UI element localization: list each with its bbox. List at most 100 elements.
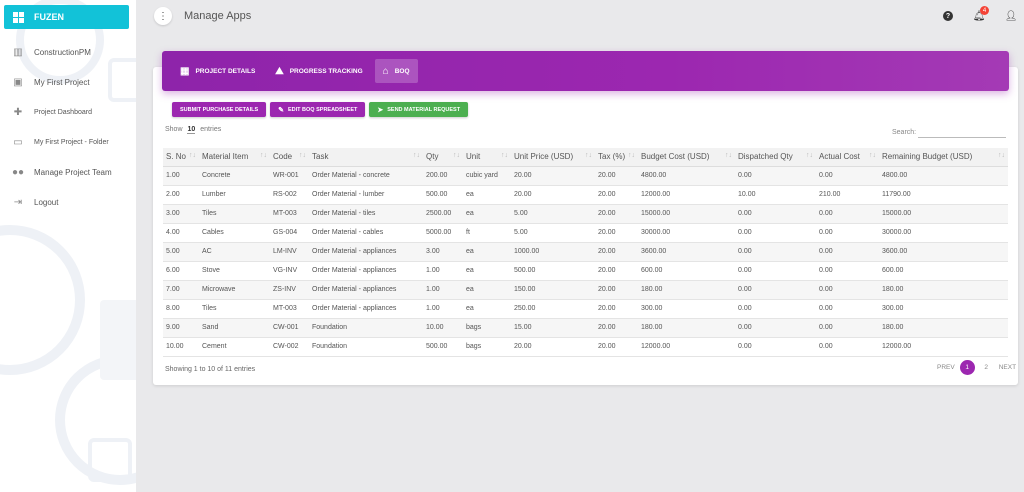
column-header[interactable]: Unit ↑↓: [463, 148, 511, 167]
sort-icon: ↑↓: [260, 152, 267, 159]
table-cell: 0.00: [735, 318, 816, 338]
table-row[interactable]: 10.00 Cement CW-002 Foundation 500.00 bags 20.…: [163, 337, 1008, 357]
table-row[interactable]: 1.00 Concrete WR-001 Order Material - concr…: [163, 166, 1008, 186]
table-cell: 5.00: [163, 242, 199, 262]
column-header-label: Task: [312, 152, 329, 162]
button-label: EDIT BOQ SPREADSHEET: [288, 106, 358, 113]
table-cell: Concrete: [199, 166, 270, 186]
column-header[interactable]: Tax (%) ↑↓: [595, 148, 638, 167]
send-material-request-button[interactable]: ➤ SEND MATERIAL REQUEST: [369, 102, 469, 117]
notifications-button[interactable]: 🔔︎: [972, 9, 986, 23]
table-cell: Sand: [199, 318, 270, 338]
table-row[interactable]: 7.00 Microwave ZS-INV Order Material - appl…: [163, 280, 1008, 300]
sort-icon: ↑↓: [806, 152, 813, 159]
table-row[interactable]: 8.00 Tiles MT-003 Order Material - applianc…: [163, 299, 1008, 319]
table-row[interactable]: 9.00 Sand CW-001 Foundation 10.00 bags 15.00 20…: [163, 318, 1008, 338]
table-row[interactable]: 6.00 Stove VG-INV Order Material - applianc…: [163, 261, 1008, 281]
column-header-label: Unit: [466, 152, 481, 162]
tab-boq[interactable]: ⌂ BOQ: [374, 59, 418, 83]
search-input[interactable]: [918, 126, 1007, 138]
table-cell: 0.00: [816, 318, 879, 338]
entries-select[interactable]: 10: [187, 126, 196, 134]
column-header[interactable]: Material Item ↑↓: [199, 148, 270, 167]
table-cell: LM-INV: [270, 242, 309, 262]
page-button-2[interactable]: 2: [984, 364, 989, 371]
table-cell: 0.00: [735, 166, 816, 186]
table-cell: 3600.00: [879, 242, 1008, 262]
table-header-row: S. No ↑↓ Material Item ↑↓ Code ↑↓ Task ↑↓ Qty ↑↓ U…: [163, 148, 1008, 167]
more-menu-button[interactable]: ⋮: [154, 7, 172, 25]
sidebar-item-manage-team[interactable]: ●● Manage Project Team: [0, 157, 136, 187]
table-cell: ZS-INV: [270, 280, 309, 300]
next-button[interactable]: NEXT: [998, 364, 1017, 371]
briefcase-icon: ▣: [13, 76, 23, 88]
column-header-label: Qty: [426, 152, 439, 162]
table-cell: Order Material - lumber: [309, 185, 423, 205]
sidebar-item-label: ConstructionPM: [34, 47, 91, 57]
table-cell: VG-INV: [270, 261, 309, 281]
search-box: Search:: [892, 126, 1007, 138]
table-cell: 8.00: [163, 299, 199, 319]
prev-button[interactable]: PREV: [937, 364, 955, 371]
search-label: Search:: [892, 128, 917, 136]
table-cell: 0.00: [735, 261, 816, 281]
table-row[interactable]: 5.00 AC LM-INV Order Material - appliances 3…: [163, 242, 1008, 262]
table-row[interactable]: 4.00 Cables GS-004 Order Material - cables 5…: [163, 223, 1008, 243]
tab-label: PROGRESS TRACKING: [289, 67, 363, 75]
tab-project-details[interactable]: ▦ PROJECT DETAILS: [172, 59, 263, 83]
table-cell: 2.00: [163, 185, 199, 205]
user-menu-button[interactable]: 👤︎: [1004, 9, 1018, 23]
column-header[interactable]: Unit Price (USD) ↑↓: [511, 148, 595, 167]
column-header[interactable]: Budget Cost (USD) ↑↓: [638, 148, 735, 167]
table-cell: 20.00: [595, 166, 638, 186]
sort-icon: ↑↓: [413, 152, 420, 159]
table-cell: 0.00: [816, 280, 879, 300]
table-cell: 20.00: [511, 185, 595, 205]
table-cell: 5.00: [511, 223, 595, 243]
sidebar-item-logout[interactable]: ⇥ Logout: [0, 187, 136, 217]
table-cell: 0.00: [735, 299, 816, 319]
page-button-1[interactable]: 1: [959, 360, 975, 375]
column-header-label: Unit Price (USD): [514, 152, 574, 162]
column-header[interactable]: Qty ↑↓: [423, 148, 463, 167]
table-cell: 10.00: [163, 337, 199, 357]
table-cell: 0.00: [816, 223, 879, 243]
entries-label: entries: [200, 126, 222, 133]
column-header[interactable]: Dispatched Qty ↑↓: [735, 148, 816, 167]
table-cell: Lumber: [199, 185, 270, 205]
table-cell: 180.00: [638, 280, 735, 300]
column-header[interactable]: S. No ↑↓: [163, 148, 199, 167]
column-header-label: Remaining Budget (USD): [882, 152, 973, 162]
sidebar-item-project-folder[interactable]: ▭ My First Project - Folder: [0, 127, 136, 157]
building-icon: ▦: [180, 65, 190, 77]
column-header[interactable]: Actual Cost ↑↓: [816, 148, 879, 167]
table-cell: 9.00: [163, 318, 199, 338]
sidebar-item-label: Project Dashboard: [34, 108, 92, 116]
person-icon: 👤︎: [1004, 10, 1018, 22]
sidebar-item-constructionpm[interactable]: ▥ ConstructionPM: [0, 37, 136, 67]
sidebar-item-project-dashboard[interactable]: ✚ Project Dashboard: [0, 97, 136, 127]
column-header[interactable]: Code ↑↓: [270, 148, 309, 167]
tab-progress-tracking[interactable]: ⛰ PROGRESS TRACKING: [267, 59, 370, 83]
table-row[interactable]: 3.00 Tiles MT-003 Order Material - tiles 250…: [163, 204, 1008, 224]
column-header[interactable]: Task ↑↓: [309, 148, 423, 167]
table-cell: ft: [463, 223, 511, 243]
table-cell: Microwave: [199, 280, 270, 300]
table-cell: 30000.00: [638, 223, 735, 243]
column-header[interactable]: Remaining Budget (USD) ↑↓: [879, 148, 1008, 167]
column-header-label: S. No: [166, 152, 187, 162]
table-cell: 1.00: [423, 280, 463, 300]
table-cell: 4800.00: [879, 166, 1008, 186]
table-cell: 12000.00: [879, 337, 1008, 357]
table-cell: 2500.00: [423, 204, 463, 224]
sidebar-item-my-first-project[interactable]: ▣ My First Project: [0, 67, 136, 97]
table-cell: MT-003: [270, 204, 309, 224]
table-row[interactable]: 2.00 Lumber RS-002 Order Material - lumber 5…: [163, 185, 1008, 205]
help-button[interactable]: ?: [941, 9, 955, 23]
table-cell: 4800.00: [638, 166, 735, 186]
brand-bar[interactable]: FUZEN: [4, 5, 129, 29]
submit-purchase-details-button[interactable]: SUBMIT PURCHASE DETAILS: [172, 102, 267, 117]
edit-boq-spreadsheet-button[interactable]: ✎ EDIT BOQ SPREADSHEET: [270, 102, 366, 117]
column-header-label: Tax (%): [598, 152, 626, 162]
table-cell: 7.00: [163, 280, 199, 300]
